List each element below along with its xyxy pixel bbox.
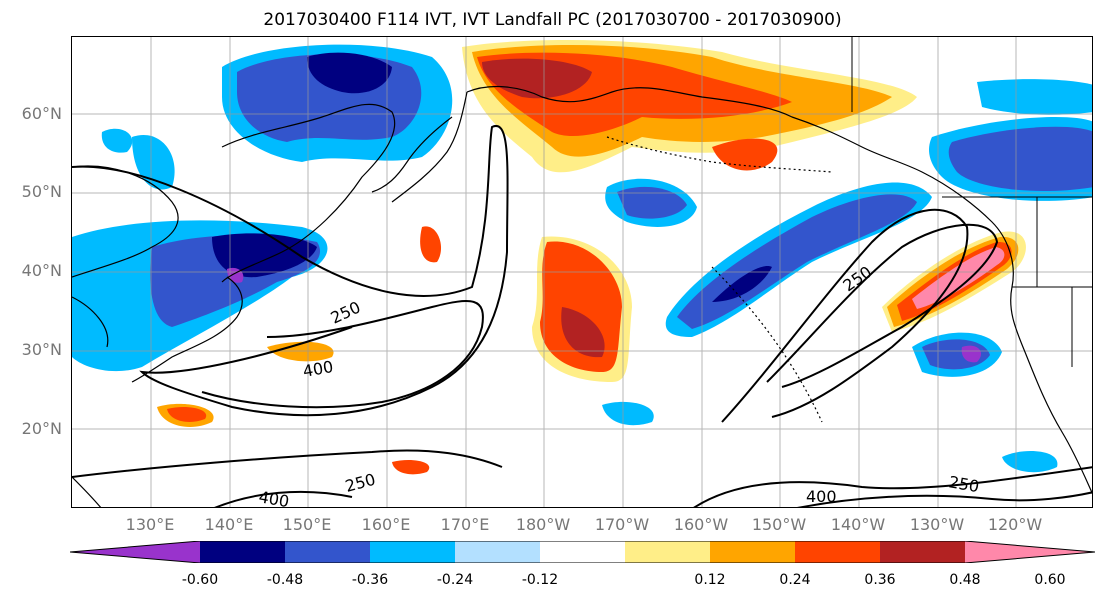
lat-label-60n: 60°N xyxy=(21,104,62,123)
contour-label: 400 xyxy=(806,487,837,506)
lon-label-150e: 150°E xyxy=(282,515,332,534)
lat-label-30n: 30°N xyxy=(21,340,62,359)
contour-label: 250 xyxy=(947,472,980,496)
contour-label: 400 xyxy=(257,487,290,508)
lon-label-170w: 170°W xyxy=(594,515,650,534)
colorbar-tick-label: 0.48 xyxy=(949,572,981,588)
contour-label: 400 xyxy=(301,357,334,381)
colorbar-swatch xyxy=(285,541,370,563)
colorbar xyxy=(69,540,1096,564)
colorbar-max-extension xyxy=(965,541,1095,563)
lon-label-160e: 160°E xyxy=(361,515,411,534)
lon-label-180w: 180°W xyxy=(515,515,571,534)
lon-label-170e: 170°E xyxy=(440,515,490,534)
colorbar-tick-label: -0.60 xyxy=(181,572,219,588)
colorbar-tick-label: 0.24 xyxy=(779,572,811,588)
map-canvas: 250 400 250 400 400 250 250 400 xyxy=(72,37,1092,508)
coastlines xyxy=(72,37,1092,507)
colorbar-min-extension xyxy=(70,541,200,563)
ivt-anomaly-fills xyxy=(72,40,1092,475)
colorbar-swatch xyxy=(625,541,710,563)
colorbar-svg xyxy=(69,540,1096,564)
contour-label: 250 xyxy=(343,470,377,496)
colorbar-swatch xyxy=(455,541,540,563)
contour-labels: 250 400 250 400 400 250 250 400 xyxy=(257,262,980,508)
colorbar-swatch xyxy=(880,541,965,563)
colorbar-swatch xyxy=(795,541,880,563)
colorbar-tick-label: 0.12 xyxy=(694,572,726,588)
lon-label-140w: 140°W xyxy=(830,515,886,534)
colorbar-tick-label: 0.36 xyxy=(864,572,896,588)
lon-label-120w: 120°W xyxy=(987,515,1043,534)
contour-label: 250 xyxy=(328,297,364,327)
colorbar-tick-label: -0.24 xyxy=(436,572,474,588)
map-panel: 250 400 250 400 400 250 250 400 xyxy=(71,36,1093,508)
colorbar-swatch xyxy=(200,541,285,563)
lon-label-150w: 150°W xyxy=(751,515,807,534)
lat-label-40n: 40°N xyxy=(21,261,62,280)
colorbar-swatch xyxy=(710,541,795,563)
lon-label-160w: 160°W xyxy=(673,515,729,534)
colorbar-tick-label: -0.12 xyxy=(521,572,559,588)
graticule xyxy=(72,37,1092,507)
lat-label-50n: 50°N xyxy=(21,182,62,201)
map-title: 2017030400 F114 IVT, IVT Landfall PC (20… xyxy=(263,10,842,30)
lon-label-130w: 130°W xyxy=(909,515,965,534)
colorbar-swatch xyxy=(540,541,625,563)
ivt-contours xyxy=(72,124,1092,507)
colorbar-swatch xyxy=(370,541,455,563)
colorbar-tick-label: -0.48 xyxy=(266,572,304,588)
lon-label-140e: 140°E xyxy=(204,515,254,534)
colorbar-tick-label: -0.36 xyxy=(351,572,389,588)
lon-label-130e: 130°E xyxy=(125,515,175,534)
colorbar-tick-label: 0.60 xyxy=(1034,572,1066,588)
lat-label-20n: 20°N xyxy=(21,419,62,438)
